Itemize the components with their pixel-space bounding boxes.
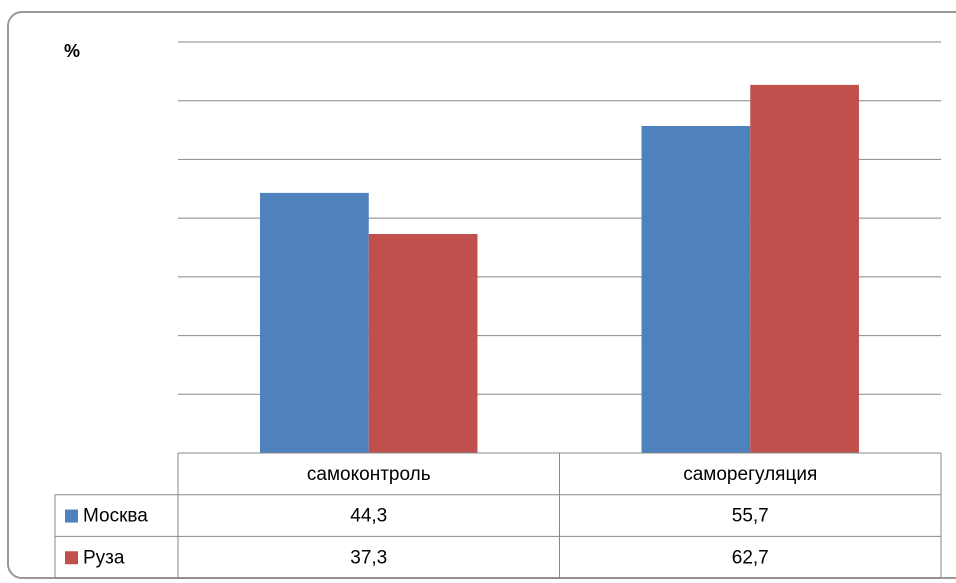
bar [260, 192, 369, 453]
table-value: 62,7 [732, 547, 769, 568]
table-value: 44,3 [350, 506, 387, 527]
bar [368, 233, 478, 453]
x-tick-label: саморегуляция [683, 464, 817, 485]
table-value: 37,3 [350, 547, 387, 568]
table-value: 55,7 [732, 506, 769, 527]
bar [641, 125, 751, 453]
legend-swatch [65, 551, 78, 565]
y-axis-label: % [64, 41, 80, 61]
legend-label: Москва [83, 506, 148, 527]
legend-label: Руза [83, 547, 125, 568]
legend-swatch [65, 509, 78, 523]
x-tick-label: самоконтроль [307, 464, 431, 485]
bar [750, 84, 859, 454]
